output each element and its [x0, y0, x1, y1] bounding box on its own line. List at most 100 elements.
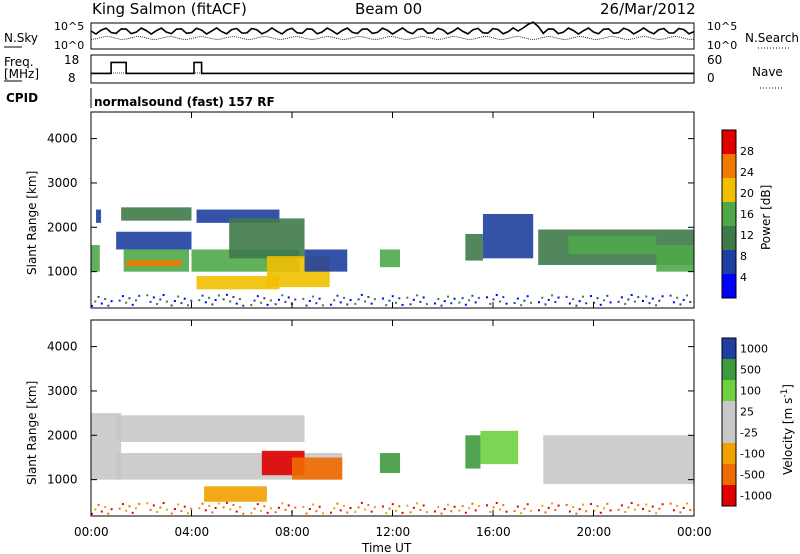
power-speckle [329, 303, 332, 306]
power-speckle [274, 303, 277, 306]
velocity-speckle [118, 507, 121, 510]
power-speckle [333, 299, 336, 302]
velocity-speckle [281, 502, 284, 505]
power-speckle [222, 298, 225, 301]
velocity-speckle [554, 508, 557, 511]
velocity-speckle [225, 501, 228, 504]
velocity-speckle [190, 507, 193, 510]
velocity-speckle [395, 509, 398, 512]
colorbar-tick-label: -1000 [740, 490, 772, 503]
velocity-speckle [589, 503, 592, 506]
velocity-speckle [305, 512, 308, 515]
y-tick-label: 4000 [47, 132, 78, 146]
velocity-colorbar-label: Velocity [m s-1] [780, 384, 795, 475]
power-speckle [134, 299, 137, 302]
power-speckle [100, 302, 103, 305]
velocity-speckle [97, 503, 100, 506]
velocity-speckle [370, 510, 373, 513]
y-tick-label: 3000 [47, 384, 78, 398]
power-speckle [620, 296, 623, 299]
velocity-speckle [433, 510, 436, 513]
velocity-speckle [523, 507, 526, 510]
power-speckle [346, 303, 349, 306]
velocity-speckle [186, 512, 189, 515]
velocity-speckle [461, 505, 464, 508]
velocity-speckle [685, 502, 688, 505]
velocity-speckle [364, 508, 367, 511]
velocity-speckle [689, 509, 692, 512]
y-tick-label: 3000 [47, 176, 78, 190]
power-speckle [94, 300, 97, 303]
velocity-speckle [572, 506, 575, 509]
velocity-region [480, 430, 519, 465]
velocity-speckle [214, 506, 217, 509]
velocity-speckle [440, 512, 443, 515]
power-colorbar-label: Power [dB] [759, 185, 773, 250]
power-speckle [225, 293, 228, 296]
velocity-speckle [162, 502, 165, 505]
velocity-speckle [526, 503, 529, 506]
colorbar-tick-label: 25 [740, 406, 754, 419]
power-speckle [633, 300, 636, 303]
power-speckle [669, 294, 672, 297]
power-speckle [242, 304, 245, 307]
power-speckle [391, 295, 394, 298]
velocity-speckle [385, 512, 388, 515]
velocity-speckle [211, 511, 214, 514]
noise-panel: N.Sky 10^5 10^0 10^5 10^0 N.Search [4, 20, 799, 52]
power-speckle [146, 294, 149, 297]
velocity-region [292, 457, 343, 480]
power-speckle [253, 299, 256, 302]
velocity-speckle [315, 510, 318, 513]
velocity-speckle [648, 510, 651, 513]
power-speckle [97, 295, 100, 298]
colorbar-swatch [722, 226, 736, 250]
colorbar-swatch [722, 178, 736, 202]
power-speckle [464, 303, 467, 306]
velocity-speckle [277, 506, 280, 509]
velocity-speckle [578, 508, 581, 511]
power-speckle [336, 294, 339, 297]
power-speckle [388, 299, 391, 302]
velocity-speckle [529, 509, 532, 512]
power-region [229, 218, 305, 259]
velocity-speckle [409, 511, 412, 514]
colorbar-tick-label: -100 [740, 448, 765, 461]
power-speckle [321, 304, 324, 307]
velocity-speckle [354, 510, 357, 513]
power-speckle [471, 294, 474, 297]
power-region [96, 209, 102, 223]
colorbar-tick-label: -25 [740, 427, 758, 440]
power-speckle [201, 294, 204, 297]
nave-label: Nave [752, 65, 783, 79]
velocity-speckle [516, 505, 519, 508]
power-speckle [238, 298, 241, 301]
velocity-speckle [217, 502, 220, 505]
colorbar-swatch [722, 154, 736, 178]
power-speckle [578, 300, 581, 303]
power-speckle [263, 297, 266, 300]
velocity-speckle [274, 511, 277, 514]
power-speckle [551, 294, 554, 297]
velocity-speckle [419, 508, 422, 511]
velocity-speckle [360, 501, 363, 504]
velocity-speckle [346, 511, 349, 514]
power-speckle [308, 300, 311, 303]
power-speckle [118, 299, 121, 302]
velocity-speckle [620, 504, 623, 507]
power-speckle [395, 301, 398, 304]
velocity-speckle [250, 512, 253, 515]
x-axis: 00:00 04:00 08:00 12:00 16:00 20:00 00:00 [74, 112, 712, 539]
colorbar-swatch [722, 359, 736, 380]
power-speckle [637, 296, 640, 299]
velocity-speckle [658, 507, 661, 510]
power-speckle [318, 297, 321, 300]
velocity-speckle [557, 504, 560, 507]
velocity-region [379, 453, 401, 473]
velocity-speckle [170, 512, 173, 515]
power-speckle [502, 296, 505, 299]
power-speckle [544, 303, 547, 306]
power-region [482, 213, 534, 259]
velocity-speckle [256, 503, 259, 506]
